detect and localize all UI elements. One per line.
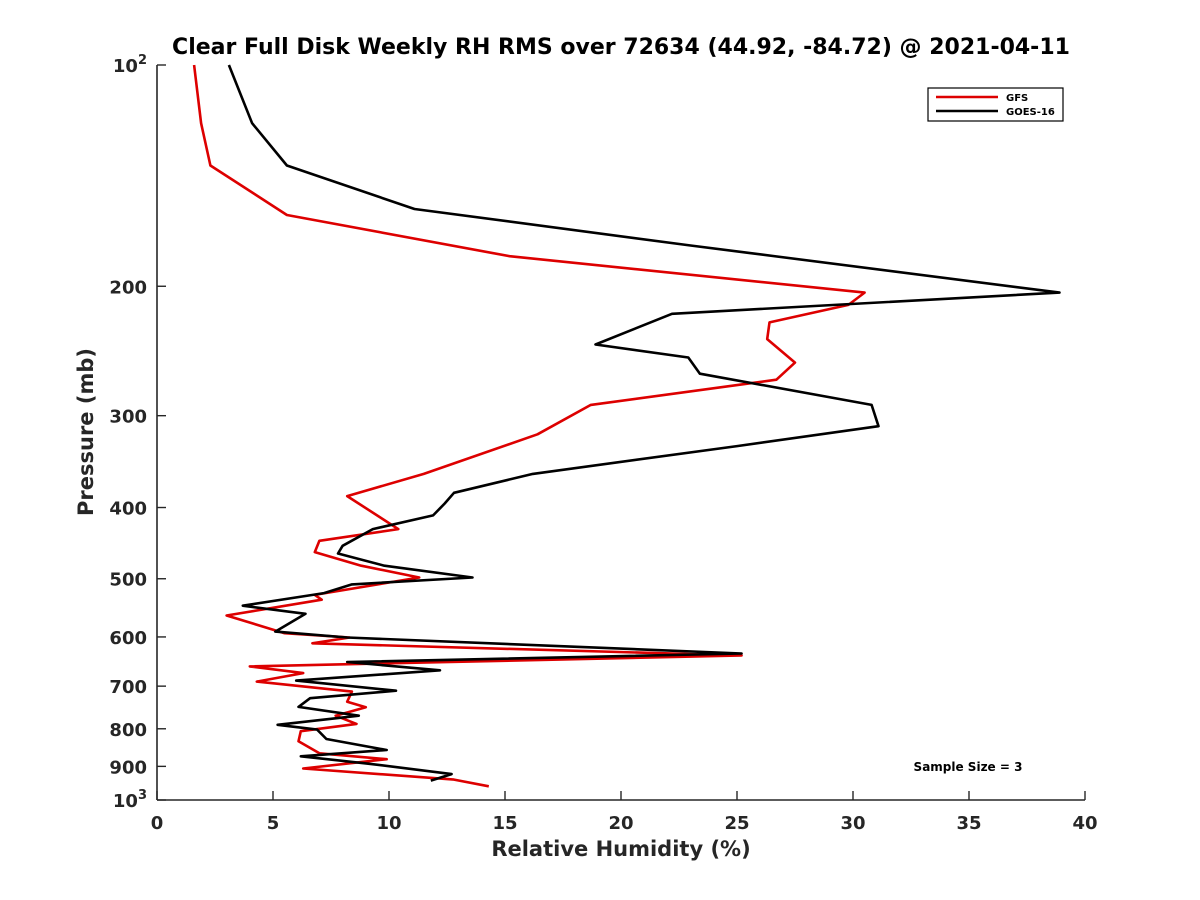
x-tick-label: 25 bbox=[724, 813, 749, 834]
y-tick-label: 300 bbox=[109, 407, 147, 428]
y-tick-label: 700 bbox=[109, 677, 147, 698]
chart-title: Clear Full Disk Weekly RH RMS over 72634… bbox=[172, 35, 1070, 60]
x-axis-ticks: 0 5 10 15 20 25 30 35 40 bbox=[151, 791, 1098, 834]
x-tick-label: 40 bbox=[1072, 813, 1097, 834]
legend-label: GFS bbox=[1006, 93, 1028, 104]
x-tick-label: 0 bbox=[151, 813, 164, 834]
legend-label: GOES-16 bbox=[1006, 107, 1055, 118]
y-tick-label: 500 bbox=[109, 570, 147, 591]
y-axis-label: Pressure (mb) bbox=[74, 348, 98, 516]
y-axis-ticks: 102 200 300 400 500 600 700 800 900 103 bbox=[109, 53, 166, 812]
y-tick-label: 200 bbox=[109, 277, 147, 298]
y-tick-label: 900 bbox=[109, 757, 147, 778]
x-axis-label: Relative Humidity (%) bbox=[491, 837, 750, 861]
sample-size-annotation: Sample Size = 3 bbox=[914, 760, 1023, 774]
series-line-goes-16 bbox=[227, 64, 1061, 782]
x-tick-label: 5 bbox=[267, 813, 280, 834]
series-line-gfs bbox=[192, 64, 866, 788]
plot-area bbox=[156, 65, 1085, 801]
legend-box bbox=[927, 87, 1064, 122]
y-tick-label: 400 bbox=[109, 499, 147, 520]
y-tick-label: 102 bbox=[113, 53, 147, 77]
legend: GFS GOES-16 bbox=[927, 87, 1064, 122]
x-tick-label: 35 bbox=[956, 813, 981, 834]
series-layer bbox=[192, 64, 1061, 788]
x-tick-label: 15 bbox=[492, 813, 517, 834]
x-tick-label: 10 bbox=[376, 813, 401, 834]
y-tick-label: 103 bbox=[113, 788, 147, 812]
y-tick-label: 800 bbox=[109, 720, 147, 741]
x-tick-label: 20 bbox=[608, 813, 633, 834]
y-tick-label: 600 bbox=[109, 628, 147, 649]
x-tick-label: 30 bbox=[840, 813, 865, 834]
